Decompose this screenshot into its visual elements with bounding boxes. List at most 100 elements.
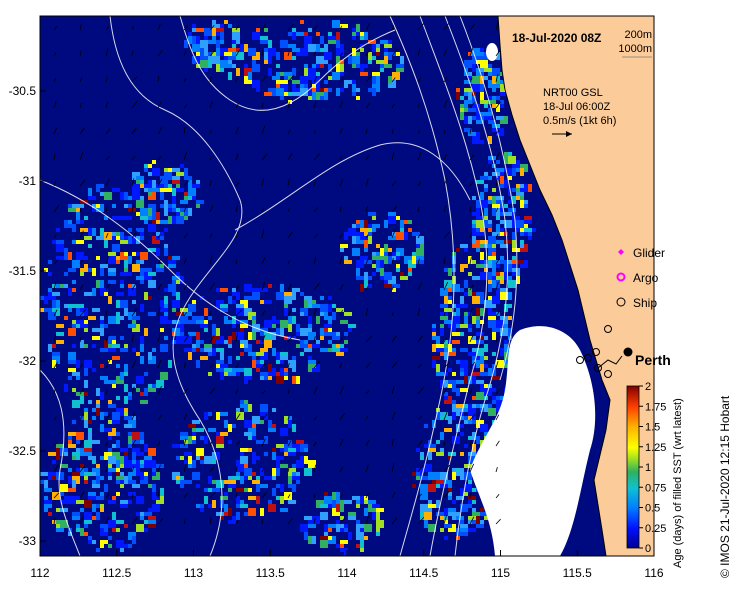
sst-cell (488, 100, 496, 104)
sst-cell (108, 404, 116, 408)
current-vector (79, 284, 84, 291)
sst-cell (320, 312, 324, 316)
sst-cell (216, 40, 220, 48)
sst-cell (496, 128, 504, 136)
sst-cell (136, 316, 140, 320)
sst-cell (88, 228, 92, 236)
sst-cell (448, 496, 452, 500)
current-vector (131, 76, 137, 83)
sst-cell (356, 500, 360, 504)
sst-cell (280, 96, 284, 100)
sst-cell (184, 336, 192, 344)
sst-cell (488, 96, 492, 100)
colorbar-gradient (626, 385, 640, 549)
sst-cell (68, 368, 76, 372)
sst-cell (460, 424, 464, 428)
sst-cell (472, 500, 476, 504)
sst-cell (484, 76, 488, 80)
sst-cell (84, 236, 92, 240)
sst-cell (84, 308, 88, 316)
sst-cell (512, 232, 516, 240)
sst-cell (480, 92, 484, 100)
sst-cell (104, 324, 108, 328)
current-vector (209, 363, 214, 369)
sst-cell (356, 96, 360, 100)
sst-cell (212, 488, 220, 492)
sst-cell (116, 468, 120, 472)
sst-cell (80, 464, 84, 468)
sst-cell (76, 376, 80, 380)
sst-cell (108, 280, 116, 284)
sst-cell (68, 532, 72, 536)
sst-cell (444, 320, 452, 324)
sst-cell (484, 184, 488, 188)
sst-cell (512, 172, 516, 176)
sst-cell (488, 196, 492, 200)
current-vector (235, 309, 243, 317)
current-vector (417, 103, 420, 109)
current-vector (131, 282, 137, 291)
sst-cell (92, 308, 96, 312)
sst-cell (360, 256, 368, 260)
sst-cell (132, 440, 140, 444)
sst-cell (180, 316, 184, 320)
sst-cell (196, 428, 204, 432)
current-vector (469, 23, 476, 31)
sst-cell (388, 216, 396, 224)
sst-cell (460, 452, 464, 456)
current-vector (209, 311, 212, 317)
sst-cell (472, 276, 480, 280)
sst-cell (472, 296, 480, 304)
sst-cell (116, 420, 120, 424)
sst-cell (192, 36, 196, 40)
current-vector (235, 363, 239, 369)
sst-cell (92, 344, 96, 348)
current-vector (339, 363, 343, 369)
sst-cell (104, 240, 108, 248)
sst-cell (196, 320, 204, 324)
sst-cell (336, 352, 344, 356)
sst-cell (420, 484, 428, 492)
sst-cell (276, 496, 280, 500)
sst-cell (252, 472, 256, 476)
sst-cell (208, 52, 212, 56)
sst-cell (148, 208, 152, 216)
sst-cell (116, 460, 120, 468)
sst-cell (492, 388, 496, 392)
sst-cell (340, 72, 344, 76)
sst-cell (152, 496, 160, 500)
sst-cell (336, 332, 340, 336)
sst-cell (244, 376, 248, 384)
sst-cell (412, 256, 416, 264)
sst-cell (372, 224, 376, 232)
sst-cell (188, 464, 192, 468)
sst-cell (140, 356, 144, 364)
sst-cell (288, 32, 292, 36)
sst-cell (508, 200, 512, 204)
sst-cell (180, 308, 188, 312)
sst-cell (200, 436, 204, 440)
current-vector (417, 386, 424, 395)
sst-cell (104, 340, 108, 348)
sst-cell (100, 540, 104, 548)
sst-cell (208, 60, 212, 68)
sst-cell (220, 304, 228, 308)
current-vector (287, 129, 291, 135)
sst-cell (44, 496, 48, 500)
sst-cell (368, 284, 372, 288)
sst-cell (120, 348, 128, 352)
sst-cell (472, 260, 476, 264)
sst-cell (240, 476, 244, 484)
sst-cell (60, 284, 64, 288)
sst-cell (468, 456, 476, 464)
sst-cell (276, 292, 284, 300)
sst-cell (352, 248, 360, 256)
sst-cell (304, 448, 308, 452)
sst-cell (464, 492, 468, 496)
sst-cell (240, 320, 248, 324)
sst-cell (268, 364, 272, 372)
sst-cell (312, 92, 316, 100)
sst-cell (220, 24, 224, 28)
sst-cell (312, 344, 320, 348)
current-vector (209, 76, 212, 83)
